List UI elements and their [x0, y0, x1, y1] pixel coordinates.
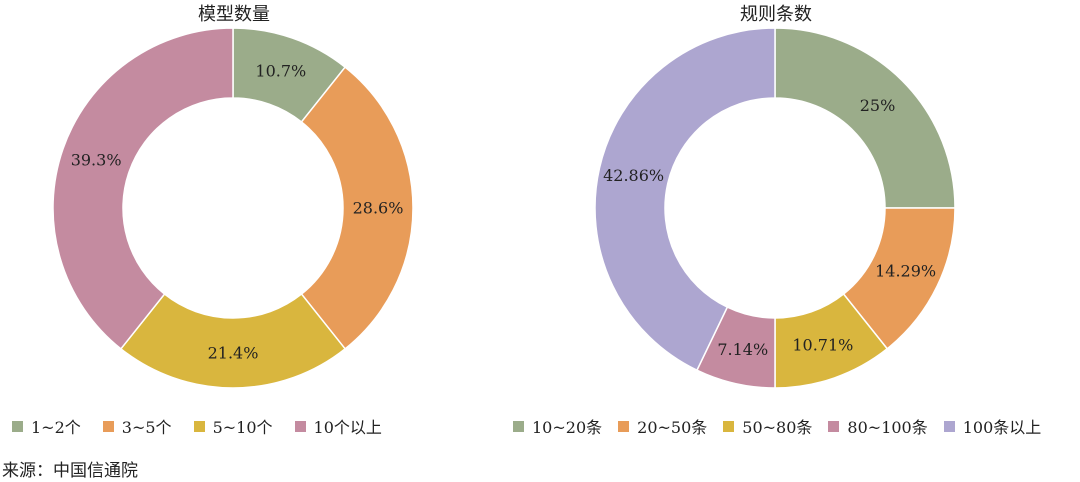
- model-legend-swatch-2: [193, 420, 205, 432]
- rule-legend-item-3: 80~100条: [828, 414, 928, 438]
- rule-slice-label-4: 42.86%: [603, 166, 664, 185]
- rule-slice-4: [594, 27, 776, 372]
- model-slice-3: [52, 27, 234, 350]
- model-legend-item-1: 3~5个: [102, 414, 172, 438]
- rule-slice-0: [774, 27, 956, 209]
- model-legend-item-3: 10个以上: [294, 414, 382, 438]
- model-slice-1: [300, 66, 414, 350]
- rule-legend-item-1: 20~50条: [618, 414, 707, 438]
- rule-legend-swatch-2: [723, 420, 735, 432]
- model-slice-label-1: 28.6%: [353, 199, 404, 218]
- rule-slice-label-1: 14.29%: [875, 261, 936, 280]
- model-slice-label-0: 10.7%: [255, 62, 306, 81]
- rule-slice-label-2: 10.71%: [792, 335, 853, 354]
- model-slice-2: [119, 293, 347, 389]
- rule-legend-item-0: 10~20条: [513, 414, 602, 438]
- model-legend-label-2: 5~10个: [212, 418, 273, 437]
- model-slice-label-3: 39.3%: [71, 151, 122, 170]
- model-legend-item-2: 5~10个: [193, 414, 273, 438]
- legend-model-count: 1~2个 3~5个 5~10个 10个以上: [12, 414, 404, 438]
- rule-legend-label-4: 100条以上: [962, 418, 1042, 437]
- model-legend-label-3: 10个以上: [313, 418, 382, 437]
- rule-slice-label-0: 25%: [860, 96, 896, 115]
- chart-title-rule-count: 规则条数: [740, 4, 812, 25]
- rule-legend-item-2: 50~80条: [723, 414, 812, 438]
- rule-legend-label-2: 50~80条: [742, 418, 813, 437]
- rule-legend-label-1: 20~50条: [637, 418, 708, 437]
- model-legend-label-1: 3~5个: [121, 418, 172, 437]
- model-legend-swatch-1: [102, 420, 114, 432]
- rule-legend-label-0: 10~20条: [532, 418, 603, 437]
- rule-legend-item-4: 100条以上: [943, 414, 1042, 438]
- model-legend-swatch-3: [294, 420, 306, 432]
- rule-legend-swatch-0: [513, 420, 524, 432]
- model-slice-label-2: 21.4%: [208, 344, 259, 363]
- model-legend-item-0: 1~2个: [12, 414, 81, 438]
- rule-legend-label-3: 80~100条: [847, 418, 928, 437]
- chart-title-model-count: 模型数量: [198, 4, 270, 25]
- rule-legend-swatch-1: [618, 420, 630, 432]
- source-note: 来源：中国信通院: [2, 461, 138, 481]
- legend-rule-count: 10~20条 20~50条 50~80条 80~100条 100条以上: [513, 414, 1057, 438]
- model-legend-swatch-0: [12, 420, 23, 432]
- model-legend-label-0: 1~2个: [31, 418, 81, 437]
- rule-legend-swatch-3: [828, 420, 840, 432]
- rule-slice-label-3: 7.14%: [717, 340, 768, 359]
- rule-legend-swatch-4: [943, 420, 955, 432]
